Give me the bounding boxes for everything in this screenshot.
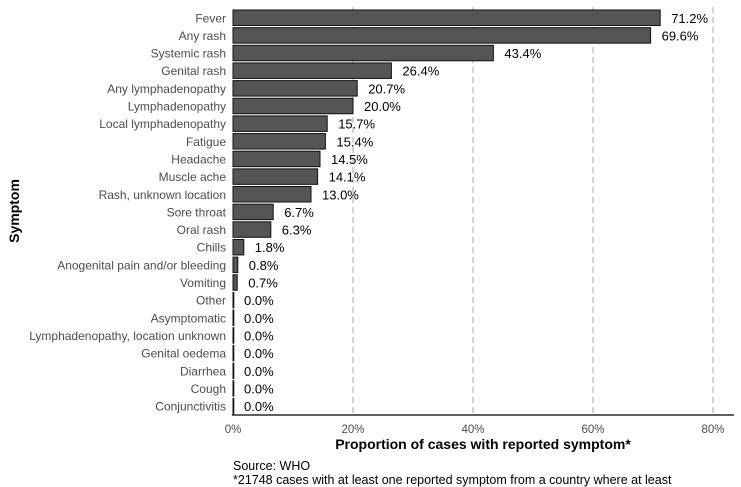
value-label: 0.8% (249, 258, 279, 273)
gridlines (352, 7, 714, 415)
bar (232, 397, 235, 415)
footnote-caption: *21748 cases with at least one reported … (233, 473, 672, 487)
value-label: 15.7% (338, 117, 375, 132)
category-label: Fever (195, 11, 226, 25)
bar (232, 150, 321, 168)
category-label: Local lymphadenopathy (99, 117, 226, 131)
category-label: Rash, unknown location (99, 188, 226, 202)
category-label: Sore throat (167, 205, 227, 219)
category-label: Cough (191, 382, 226, 396)
source-caption: Source: WHO (233, 459, 311, 473)
value-label: 0.0% (244, 364, 274, 379)
category-label: Muscle ache (159, 170, 227, 184)
bar (232, 221, 272, 238)
bar (232, 9, 661, 26)
value-label: 20.0% (364, 99, 401, 114)
value-label: 0.0% (244, 293, 274, 308)
value-label: 0.0% (244, 328, 274, 343)
bar (232, 309, 235, 327)
bar (232, 327, 235, 344)
category-label: Other (196, 294, 226, 308)
value-labels: 71.2% 69.6% 43.4% 26.4% 20.7% 20.0% 15.7% 15.4%… (244, 11, 709, 414)
value-label: 6.3% (282, 223, 312, 238)
value-label: 14.1% (329, 170, 366, 185)
bar (232, 133, 326, 150)
value-label: 0.0% (244, 399, 274, 414)
bar (232, 168, 319, 185)
bar (232, 62, 392, 79)
x-tick-label: 40% (461, 424, 484, 436)
y-axis-title: Symptom (6, 179, 22, 243)
category-labels: Fever Any rash Systemic rash Genital rash An… (29, 11, 226, 413)
category-label: Lymphadenopathy, location unknown (29, 329, 226, 343)
bar (232, 44, 494, 62)
bar (232, 80, 358, 97)
category-label: Headache (171, 152, 226, 166)
value-label: 1.8% (255, 240, 285, 255)
category-label: Anogenital pain and/or bleeding (57, 258, 226, 272)
value-label: 69.6% (662, 28, 699, 43)
x-tick-label: 80% (701, 424, 724, 436)
bar (232, 238, 245, 256)
category-label: Any rash (179, 29, 226, 43)
value-label: 13.0% (322, 187, 359, 202)
value-label: 14.5% (331, 152, 368, 167)
category-label: Any lymphadenopathy (107, 82, 226, 96)
category-label: Asymptomatic (151, 311, 226, 325)
x-tick-labels: 0% 20% 40% 60% 80% (225, 424, 725, 436)
x-axis-title: Proportion of cases with reported sympto… (335, 436, 631, 452)
value-label: 0.0% (244, 311, 274, 326)
bar (232, 115, 328, 132)
bar (232, 291, 235, 309)
value-label: 0.7% (248, 276, 278, 291)
value-label: 71.2% (671, 11, 708, 26)
category-label: Vomiting (180, 276, 226, 290)
category-label: Fatigue (186, 135, 226, 149)
value-label: 6.7% (284, 205, 314, 220)
value-label: 0.0% (244, 381, 274, 396)
category-label: Genital oedema (141, 347, 226, 361)
bar (232, 256, 239, 274)
category-label: Oral rash (177, 223, 226, 237)
bar (232, 186, 312, 203)
bar (232, 344, 235, 362)
bar (232, 27, 652, 44)
category-label: Diarrhea (180, 364, 226, 378)
bar (232, 203, 274, 221)
bar (232, 362, 235, 379)
value-label: 43.4% (504, 46, 541, 61)
category-label: Lymphadenopathy (128, 100, 226, 114)
bar (232, 274, 238, 291)
value-label: 26.4% (402, 64, 439, 79)
bars (232, 9, 661, 415)
category-label: Chills (197, 241, 226, 255)
value-label: 0.0% (244, 346, 274, 361)
x-tick-label: 0% (225, 424, 242, 436)
x-tick-label: 60% (581, 424, 604, 436)
value-label: 15.4% (336, 134, 373, 149)
category-label: Genital rash (161, 64, 226, 78)
value-label: 20.7% (368, 81, 405, 96)
category-label: Systemic rash (151, 47, 226, 61)
category-label: Conjunctivitis (155, 400, 226, 414)
x-tick-label: 20% (341, 424, 364, 436)
bar (232, 380, 235, 397)
bar (232, 97, 354, 115)
